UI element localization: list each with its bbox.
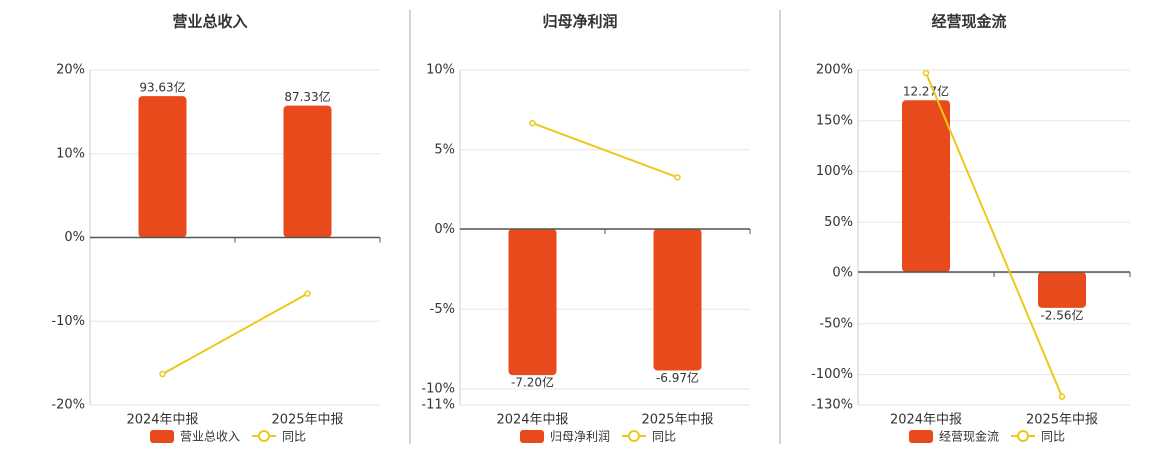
legend-swatch <box>628 430 641 442</box>
legend-label: 同比 <box>1041 430 1065 444</box>
y-tick-label: 10% <box>426 63 455 78</box>
value-label: -2.56亿 <box>1040 307 1083 322</box>
line-point <box>529 119 536 127</box>
x-tick-label: 2025年中报 <box>641 413 713 428</box>
legend-swatch <box>258 430 271 442</box>
legend-label: 同比 <box>652 430 676 444</box>
y-tick-label: -100% <box>811 367 853 382</box>
y-tick-label: -10% <box>51 314 85 329</box>
chart-title: 经营现金流 <box>931 13 1006 31</box>
bar <box>138 96 187 238</box>
y-tick-label: 100% <box>816 164 853 179</box>
x-tick-label: 2025年中报 <box>1026 413 1098 428</box>
x-tick-label: 2025年中报 <box>271 413 343 428</box>
line <box>532 122 678 179</box>
y-tick-label: 50% <box>824 215 853 230</box>
line-point <box>674 174 681 181</box>
y-tick-label: 10% <box>56 146 85 161</box>
line <box>925 72 1063 398</box>
legend-swatch <box>150 430 174 443</box>
y-tick-label: 0% <box>64 230 85 245</box>
x-tick-label: 2024年中报 <box>890 413 962 428</box>
legend-label: 经营现金流 <box>939 429 999 444</box>
line <box>162 292 308 375</box>
y-tick-label: 200% <box>816 63 853 78</box>
y-tick-label: -20% <box>51 398 85 413</box>
line-point <box>1058 393 1066 400</box>
y-tick-label: -5% <box>430 302 455 317</box>
bar <box>902 100 950 273</box>
line-point <box>304 290 311 297</box>
y-tick-label: -10% <box>421 382 455 397</box>
legend-label: 归母净利润 <box>550 430 610 444</box>
x-tick-label: 2024年中报 <box>126 413 198 428</box>
line-point <box>159 370 166 378</box>
legend-swatch <box>909 430 933 443</box>
y-tick-label: 5% <box>434 142 455 157</box>
y-tick-label: 20% <box>56 63 85 78</box>
y-tick-label: 0% <box>434 222 455 237</box>
x-tick-label: 2024年中报 <box>496 413 568 428</box>
bar <box>1038 272 1086 308</box>
bar <box>283 105 332 238</box>
line-point <box>922 69 930 77</box>
chart-title: 营业总收入 <box>172 13 247 31</box>
y-tick-label: 0% <box>832 266 853 281</box>
legend-swatch <box>1017 430 1030 442</box>
value-label: -6.97亿 <box>656 370 699 385</box>
value-label: 12.27亿 <box>903 84 949 99</box>
y-tick-label: 150% <box>816 113 853 128</box>
y-tick-label: -130% <box>811 398 853 413</box>
bar <box>508 228 557 376</box>
legend-swatch <box>520 430 544 443</box>
chart-title: 归母净利润 <box>542 13 617 31</box>
value-label: -7.20亿 <box>511 375 554 390</box>
legend-label: 同比 <box>282 430 306 444</box>
value-label: 93.63亿 <box>139 80 185 95</box>
bar <box>653 228 702 371</box>
y-tick-label: -50% <box>819 316 853 331</box>
y-tick-label: -11% <box>421 398 455 413</box>
value-label: 87.33亿 <box>284 89 330 104</box>
legend-label: 营业总收入 <box>180 430 240 444</box>
